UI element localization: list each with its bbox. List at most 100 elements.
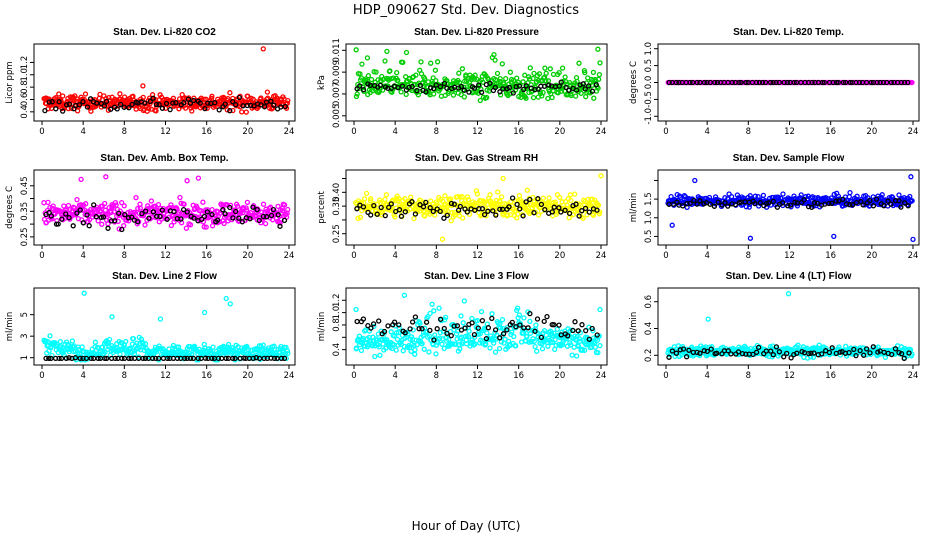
reference-point (407, 326, 413, 332)
reference-point (278, 104, 284, 110)
data-point (591, 95, 597, 101)
reference-point (119, 355, 125, 362)
reference-point (430, 208, 436, 215)
reference-point (376, 318, 382, 324)
data-point (243, 109, 249, 115)
x-tick-label: 16 (825, 127, 836, 137)
reference-point (374, 211, 380, 217)
data-point (576, 60, 582, 66)
x-tick-label: 12 (472, 371, 483, 381)
y-tick-label: 0.0 (644, 76, 654, 90)
data-point (568, 342, 574, 348)
x-tick-label: 12 (160, 371, 171, 381)
x-tick-label: 20 (866, 251, 877, 261)
reference-point (521, 86, 527, 93)
y-tick-label: 0.007 (332, 82, 342, 106)
reference-point (66, 355, 72, 361)
data-point (847, 189, 853, 196)
outlier-point (747, 235, 754, 241)
x-tick-label: 0 (351, 371, 356, 381)
data-point (477, 331, 483, 337)
data-point (230, 107, 236, 114)
reference-point (143, 208, 149, 214)
x-tick-label: 20 (242, 371, 253, 381)
reference-point (580, 81, 586, 87)
y-axis-label: Licor ppm (5, 61, 15, 103)
y-tick-label: 1.0 (20, 68, 30, 82)
reference-point (184, 355, 190, 362)
x-tick-label: 8 (434, 127, 439, 137)
reference-point (112, 355, 118, 362)
data-point (484, 330, 490, 336)
reference-point (60, 108, 66, 114)
data-point (879, 192, 885, 198)
reference-point (889, 351, 895, 358)
reference-point (546, 82, 552, 88)
reference-point (406, 84, 412, 91)
reference-point (801, 197, 807, 203)
data-point (45, 199, 51, 206)
outlier-point (78, 176, 84, 183)
plot-frame (657, 287, 920, 366)
reference-point (433, 82, 439, 88)
y-tick-label: 5 (20, 312, 30, 317)
reference-point (573, 201, 579, 207)
reference-point (74, 210, 80, 216)
data-point (394, 69, 400, 76)
data-point (121, 222, 127, 229)
data-point (551, 330, 557, 336)
data-point (540, 195, 546, 201)
reference-point (535, 86, 541, 92)
data-points (665, 291, 915, 362)
reference-point (680, 346, 687, 352)
outlier-point (260, 46, 266, 52)
data-points (353, 46, 603, 104)
x-tick-label: 20 (242, 251, 253, 261)
data-point (60, 93, 66, 99)
data-point (82, 91, 89, 97)
reference-point (565, 333, 571, 339)
data-point (909, 198, 915, 204)
reference-point (853, 352, 859, 359)
data-point (595, 202, 602, 208)
data-point (846, 194, 852, 200)
x-tick-label: 16 (825, 371, 836, 381)
data-point (382, 196, 388, 203)
data-point (545, 343, 551, 349)
data-point (422, 76, 428, 82)
reference-point (492, 327, 499, 333)
reference-point (574, 87, 580, 93)
reference-point (270, 206, 277, 213)
reference-point (593, 82, 599, 88)
reference-point (586, 336, 592, 342)
data-point (527, 65, 533, 71)
reference-point (833, 79, 840, 86)
data-point (556, 69, 562, 76)
data-point (523, 95, 529, 101)
data-point (495, 189, 501, 195)
reference-point (444, 85, 450, 91)
reference-point (80, 220, 86, 226)
reference-point (556, 322, 562, 328)
data-point (402, 196, 408, 202)
reference-point (441, 215, 447, 221)
reference-point (847, 201, 853, 208)
reference-point (594, 207, 600, 213)
data-point (420, 199, 426, 205)
reference-point (697, 198, 703, 204)
data-point (103, 96, 109, 102)
reference-point (58, 355, 65, 362)
data-point (359, 61, 365, 67)
data-point (515, 211, 521, 217)
reference-point (256, 217, 262, 224)
data-point (413, 72, 419, 78)
y-tick-label: 0.35 (20, 202, 30, 221)
data-point (181, 201, 187, 207)
reference-point (485, 325, 492, 331)
reference-point (725, 203, 731, 209)
data-point (48, 105, 55, 112)
reference-point (532, 328, 538, 334)
data-point (398, 89, 404, 95)
data-point (810, 354, 817, 360)
data-point (426, 349, 432, 355)
